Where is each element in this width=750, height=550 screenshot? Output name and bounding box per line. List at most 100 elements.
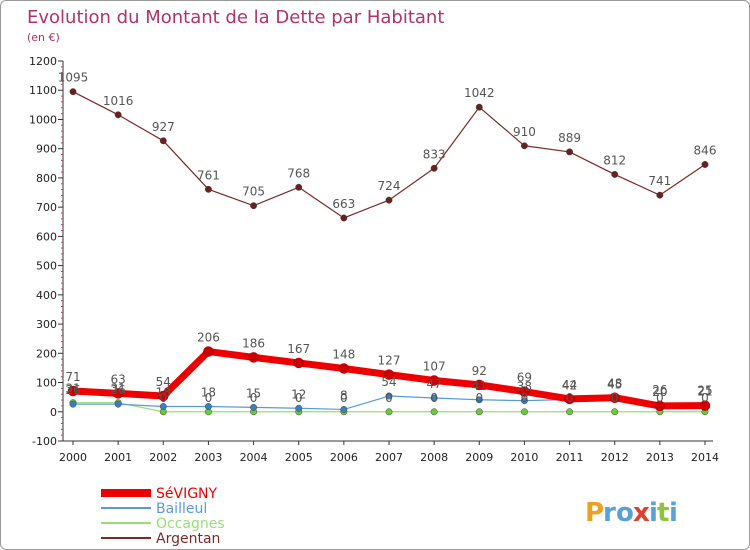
data-label-sevigny: 54	[156, 375, 171, 389]
data-label-occagnes: 0	[521, 391, 529, 405]
data-label-argentan: 927	[152, 120, 175, 134]
data-label-occagnes: 0	[566, 391, 574, 405]
legend-label: Occagnes	[156, 516, 225, 532]
data-point-bailleul	[159, 403, 167, 410]
data-label-bailleul: 25	[697, 383, 712, 397]
data-point-sevigny	[112, 388, 124, 399]
data-label-occagnes: 0	[475, 391, 483, 405]
data-point-argentan	[295, 183, 303, 191]
x-tick-label: 2008	[420, 451, 448, 464]
data-label-bailleul: 15	[246, 386, 261, 400]
data-point-bailleul	[520, 397, 528, 405]
y-tick-label: 300	[36, 318, 57, 331]
chart-title: Evolution du Montant de la Dette par Hab…	[27, 7, 444, 28]
data-label-occagnes: 31	[111, 382, 126, 396]
y-tick-label: 1200	[29, 55, 57, 68]
data-point-sevigny	[699, 400, 711, 411]
data-point-argentan	[566, 148, 574, 156]
series-argentan	[69, 88, 709, 222]
data-point-argentan	[611, 170, 619, 178]
y-tick-label: 700	[36, 201, 57, 214]
data-label-bailleul: 41	[472, 379, 487, 393]
data-label-argentan: 1016	[103, 94, 134, 108]
data-label-argentan: 889	[558, 131, 581, 145]
x-tick-label: 2000	[59, 451, 87, 464]
data-label-bailleul: 18	[201, 386, 216, 400]
data-point-bailleul	[204, 403, 212, 410]
data-label-argentan: 833	[423, 147, 446, 161]
data-label-occagnes: 0	[340, 391, 348, 405]
data-point-bailleul	[475, 396, 483, 404]
data-label-sevigny: 71	[65, 370, 80, 384]
data-point-argentan	[159, 137, 167, 145]
legend-item-occagnes: Occagnes	[101, 516, 225, 532]
legend-label: Bailleul	[156, 501, 207, 517]
data-point-argentan	[656, 191, 664, 199]
data-label-occagnes: 31	[65, 382, 80, 396]
data-label-argentan: 1095	[58, 71, 89, 85]
data-point-argentan	[204, 185, 212, 193]
data-point-sevigny	[383, 369, 395, 380]
data-label-occagnes: 0	[430, 391, 438, 405]
data-label-occagnes: 0	[611, 391, 619, 405]
data-point-bailleul	[340, 405, 348, 413]
data-point-argentan	[250, 202, 258, 210]
data-point-sevigny	[158, 390, 169, 402]
data-point-sevigny	[248, 352, 259, 363]
data-point-occagnes	[385, 408, 393, 416]
data-point-bailleul	[114, 400, 122, 408]
data-label-argentan: 768	[287, 166, 310, 180]
data-point-sevigny	[203, 346, 214, 357]
data-point-sevigny	[519, 386, 530, 397]
x-tick-label: 2014	[691, 451, 719, 464]
data-label-sevigny: 69	[517, 371, 532, 385]
x-tick-label: 2009	[465, 451, 493, 464]
data-point-occagnes	[611, 408, 619, 416]
data-point-occagnes	[430, 408, 438, 416]
data-label-argentan: 761	[197, 168, 220, 182]
data-point-occagnes	[520, 408, 528, 416]
data-label-argentan: 910	[513, 125, 536, 139]
data-point-bailleul	[250, 403, 258, 411]
data-label-occagnes: 0	[385, 391, 393, 405]
logo-letter-o: o	[616, 498, 634, 528]
data-label-sevigny: 127	[378, 354, 401, 368]
data-point-argentan	[69, 88, 77, 96]
data-label-occagnes: 0	[295, 391, 303, 405]
x-tick-label: 2003	[194, 451, 222, 464]
y-tick-label: 400	[36, 289, 57, 302]
data-point-sevigny	[609, 392, 620, 403]
y-tick-label: 800	[36, 172, 57, 185]
y-tick-label: 1100	[29, 84, 57, 97]
data-label-sevigny: 167	[287, 342, 310, 356]
data-label-bailleul: 12	[291, 387, 306, 401]
x-tick-label: 2005	[285, 451, 313, 464]
data-point-bailleul	[295, 404, 303, 412]
data-label-bailleul: 26	[111, 383, 126, 397]
y-tick-label: 0	[50, 406, 57, 419]
y-tick-label: 900	[36, 143, 57, 156]
data-point-argentan	[385, 196, 393, 204]
data-label-argentan: 846	[694, 143, 717, 157]
data-label-argentan: 741	[648, 174, 671, 188]
data-label-bailleul: 42	[562, 378, 577, 392]
data-label-sevigny: 107	[423, 359, 446, 373]
data-point-sevigny	[67, 385, 79, 397]
x-tick-label: 2007	[375, 451, 403, 464]
data-label-sevigny: 206	[197, 331, 220, 345]
y-tick-label: 200	[36, 347, 57, 360]
legend-label: SéVIGNY	[156, 486, 218, 502]
data-label-occagnes: 0	[205, 391, 213, 405]
data-point-sevigny	[293, 357, 304, 369]
x-tick-label: 2012	[601, 451, 629, 464]
data-point-argentan	[114, 111, 122, 119]
x-tick-label: 2001	[104, 451, 132, 464]
data-label-bailleul: 8	[340, 388, 348, 402]
logo-letter-p: P	[585, 498, 604, 528]
data-label-bailleul: 54	[381, 375, 396, 389]
data-point-occagnes	[566, 408, 574, 416]
data-label-bailleul: 47	[427, 377, 442, 391]
